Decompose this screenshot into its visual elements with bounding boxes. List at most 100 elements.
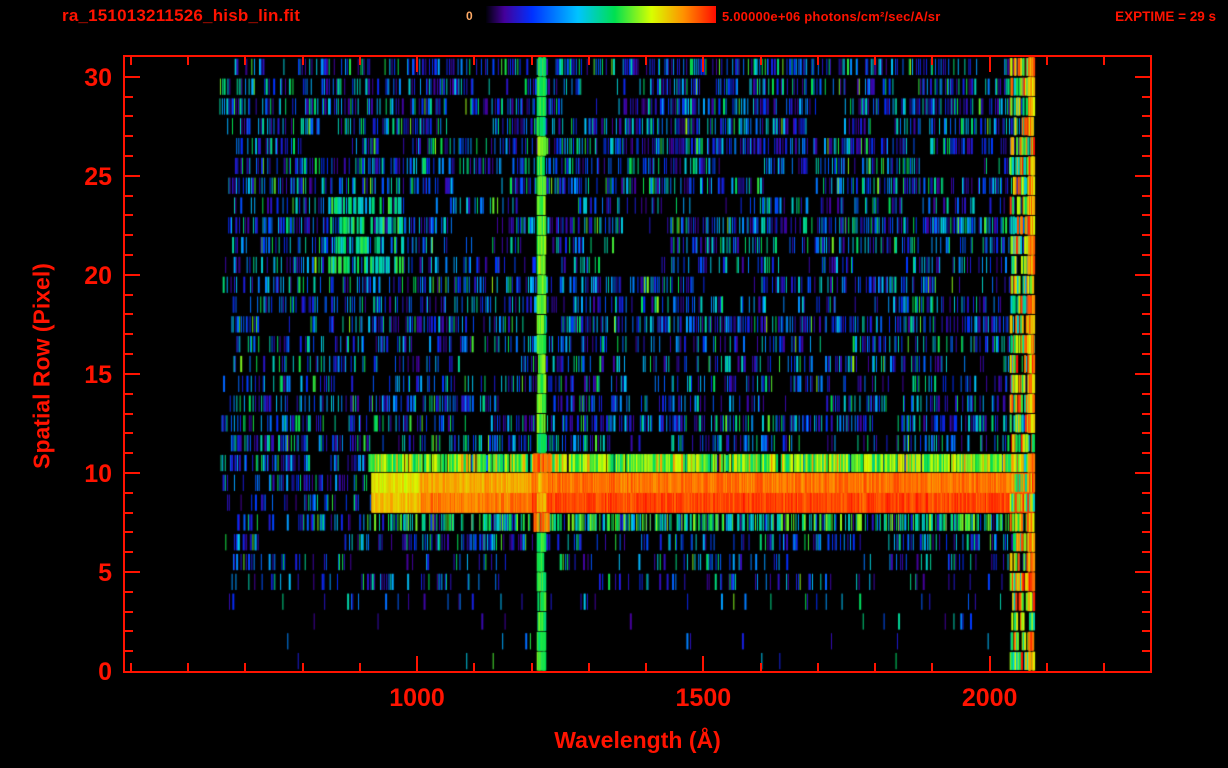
filename-label: ra_151013211526_hisb_lin.fit — [62, 6, 301, 25]
colorbar-min-label: 0 — [466, 9, 473, 23]
axis-tick — [1142, 412, 1150, 415]
axes-frame — [123, 55, 1152, 673]
axis-tick — [125, 491, 133, 494]
axis-tick — [1135, 174, 1150, 177]
axis-tick — [125, 412, 133, 415]
axis-tick — [1142, 313, 1150, 316]
axis-tick — [759, 663, 762, 671]
axis-tick — [1142, 551, 1150, 554]
exptime-label: EXPTIME = 29 s — [1115, 9, 1216, 24]
axis-tick — [125, 630, 133, 633]
y-tick-label: 30 — [84, 63, 112, 92]
y-tick-label: 0 — [98, 658, 112, 686]
axis-tick — [358, 663, 361, 671]
axis-tick — [587, 57, 590, 65]
axis-tick — [1142, 333, 1150, 336]
x-axis-label: Wavelength (Å) — [554, 727, 721, 753]
axis-tick — [1142, 531, 1150, 534]
axis-tick — [301, 57, 304, 65]
axis-tick — [988, 57, 991, 72]
axis-tick — [125, 650, 133, 653]
y-tick-label: 5 — [98, 558, 112, 587]
axis-tick — [645, 663, 648, 671]
axis-tick — [125, 372, 140, 375]
axis-tick — [1142, 432, 1150, 435]
axis-tick — [125, 392, 133, 395]
x-tick-label: 2000 — [961, 684, 1018, 712]
axis-tick — [244, 57, 247, 65]
axis-tick — [587, 663, 590, 671]
axis-tick — [1135, 273, 1150, 276]
axis-tick — [125, 273, 140, 276]
axis-tick — [129, 663, 132, 671]
axis-tick — [1142, 194, 1150, 197]
axis-tick — [931, 663, 934, 671]
axis-tick — [816, 57, 819, 65]
axis-tick — [125, 254, 133, 257]
axis-tick — [125, 610, 133, 613]
axis-tick — [1142, 95, 1150, 98]
axis-tick — [129, 57, 132, 65]
axis-tick — [1142, 155, 1150, 158]
axis-tick — [186, 57, 189, 65]
axis-tick — [125, 570, 140, 573]
axis-tick — [1142, 115, 1150, 118]
axis-tick — [1142, 491, 1150, 494]
axis-tick — [1045, 663, 1048, 671]
axis-tick — [1135, 75, 1150, 78]
axis-tick — [125, 234, 133, 237]
axis-tick — [186, 663, 189, 671]
axis-tick — [1142, 650, 1150, 653]
axis-tick — [125, 452, 133, 455]
axis-tick — [759, 57, 762, 65]
axis-tick — [125, 135, 133, 138]
axis-tick — [988, 656, 991, 671]
y-tick-label: 15 — [84, 360, 112, 389]
axis-tick — [416, 57, 419, 72]
axis-tick — [874, 57, 877, 65]
axis-tick — [125, 531, 133, 534]
axis-tick — [1142, 353, 1150, 356]
axis-tick — [530, 663, 533, 671]
axis-tick — [125, 95, 133, 98]
axis-tick — [125, 313, 133, 316]
axis-tick — [1142, 293, 1150, 296]
axis-tick — [125, 115, 133, 118]
spectrum-heatmap — [125, 57, 1150, 671]
axis-tick — [874, 663, 877, 671]
axis-tick — [1142, 452, 1150, 455]
axis-tick — [931, 57, 934, 65]
axis-tick — [1142, 610, 1150, 613]
axis-tick — [1135, 570, 1150, 573]
axis-tick — [530, 57, 533, 65]
axis-tick — [125, 293, 133, 296]
axis-tick — [125, 353, 133, 356]
axis-tick — [473, 663, 476, 671]
axis-tick — [125, 174, 140, 177]
y-tick-label: 20 — [84, 261, 112, 290]
axis-tick — [125, 551, 133, 554]
axis-tick — [125, 155, 133, 158]
axis-tick — [1045, 57, 1048, 65]
y-tick-label: 25 — [84, 162, 112, 191]
axis-tick — [125, 590, 133, 593]
axis-tick — [1142, 254, 1150, 257]
axis-tick — [1103, 663, 1106, 671]
y-tick-label: 10 — [84, 459, 112, 488]
axis-tick — [1142, 630, 1150, 633]
colorbar-gradient — [486, 6, 716, 23]
axis-tick — [125, 511, 133, 514]
axis-tick — [125, 194, 133, 197]
axis-tick — [1135, 471, 1150, 474]
axis-tick — [125, 214, 133, 217]
axis-tick — [301, 663, 304, 671]
axis-tick — [358, 57, 361, 65]
axis-tick — [125, 432, 133, 435]
axis-tick — [702, 656, 705, 671]
x-tick-label: 1000 — [389, 684, 445, 712]
axis-tick — [702, 57, 705, 72]
axis-tick — [816, 663, 819, 671]
axis-tick — [416, 656, 419, 671]
axis-tick — [1142, 392, 1150, 395]
